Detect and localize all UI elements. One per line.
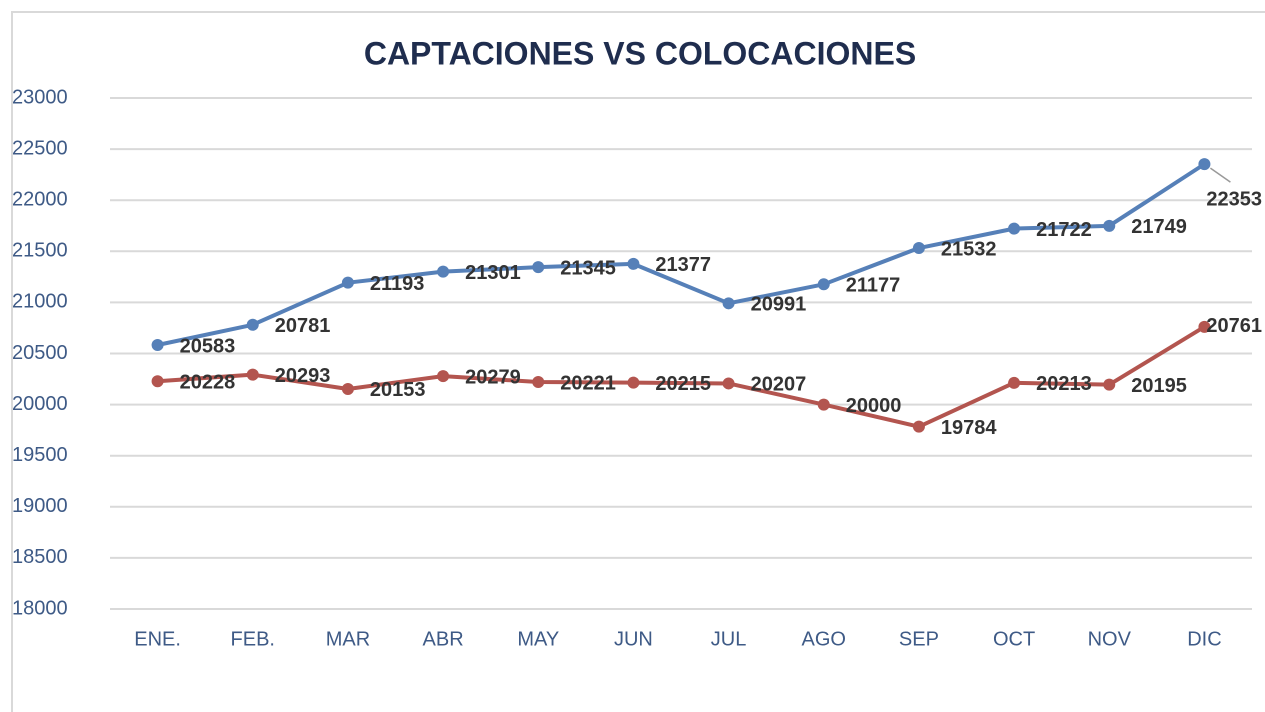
- y-tick-label: 21000: [12, 291, 68, 313]
- marker: [246, 368, 259, 381]
- marker: [1103, 219, 1116, 232]
- y-tick-label: 19500: [12, 444, 68, 466]
- marker: [532, 261, 545, 274]
- data-label: 19784: [941, 417, 997, 439]
- y-tick-label: 18500: [12, 546, 68, 568]
- marker: [1198, 320, 1211, 333]
- marker: [437, 370, 450, 383]
- marker: [341, 276, 354, 289]
- data-label: 20583: [180, 335, 236, 357]
- marker: [722, 297, 735, 310]
- data-label: 20991: [751, 294, 807, 316]
- data-label: 21301: [465, 262, 521, 284]
- x-tick-label: JUN: [614, 628, 653, 650]
- data-label: 20207: [751, 374, 807, 396]
- x-tick-label: AGO: [802, 628, 846, 650]
- x-tick-label: ABR: [423, 628, 464, 650]
- data-label: 20221: [560, 372, 616, 394]
- y-tick-label: 22000: [12, 188, 68, 210]
- x-tick-label: SEP: [899, 628, 939, 650]
- x-tick-label: JUL: [711, 628, 747, 650]
- marker: [912, 242, 925, 255]
- x-tick-label: MAR: [326, 628, 370, 650]
- x-tick-label: NOV: [1088, 628, 1132, 650]
- y-tick-label: 20000: [12, 393, 68, 415]
- y-tick-label: 23000: [12, 86, 68, 108]
- data-label: 21749: [1131, 216, 1187, 238]
- data-label: 20761: [1206, 315, 1262, 337]
- marker: [1008, 376, 1021, 389]
- series-line: [157, 325, 1206, 429]
- x-tick-label: FEB.: [231, 628, 275, 650]
- data-label: 22353: [1206, 188, 1262, 210]
- marker: [627, 376, 640, 389]
- series-line: [157, 162, 1206, 347]
- marker: [627, 257, 640, 270]
- data-label: 20000: [846, 395, 902, 417]
- marker: [151, 375, 164, 388]
- data-label: 20293: [275, 365, 331, 387]
- marker: [722, 377, 735, 390]
- y-tick-label: 18000: [12, 597, 68, 619]
- data-label: 20153: [370, 379, 426, 401]
- marker: [912, 420, 925, 433]
- x-tick-label: OCT: [993, 628, 1035, 650]
- chart-frame: [11, 11, 1265, 712]
- data-label: 21722: [1036, 219, 1092, 241]
- chart-title: CAPTACIONES VS COLOCACIONES: [364, 35, 916, 71]
- y-tick-label: 22500: [12, 137, 68, 159]
- marker: [1008, 222, 1021, 235]
- data-label: 21377: [655, 254, 711, 276]
- marker: [1103, 378, 1116, 391]
- x-tick-label: MAY: [517, 628, 559, 650]
- data-label: 21532: [941, 238, 997, 260]
- y-tick-label: 21500: [12, 240, 68, 262]
- data-label: 20228: [180, 372, 236, 394]
- y-tick-label: 20500: [12, 342, 68, 364]
- marker: [246, 318, 259, 331]
- marker: [817, 278, 830, 291]
- data-label: 20215: [655, 373, 711, 395]
- x-tick-label: DIC: [1187, 628, 1221, 650]
- y-tick-label: 19000: [12, 495, 68, 517]
- marker: [341, 382, 354, 395]
- marker: [1198, 158, 1211, 171]
- x-tick-label: ENE.: [134, 628, 181, 650]
- data-label: 21177: [846, 275, 901, 297]
- marker: [437, 265, 450, 278]
- data-label: 21193: [370, 273, 425, 295]
- data-label: 21345: [560, 257, 616, 279]
- marker: [151, 339, 164, 352]
- leader-line: [1209, 167, 1231, 183]
- marker: [817, 398, 830, 411]
- data-label: 20213: [1036, 373, 1092, 395]
- data-label: 20279: [465, 366, 521, 388]
- data-label: 20781: [275, 315, 331, 337]
- marker: [532, 376, 545, 389]
- data-label: 20195: [1131, 375, 1187, 397]
